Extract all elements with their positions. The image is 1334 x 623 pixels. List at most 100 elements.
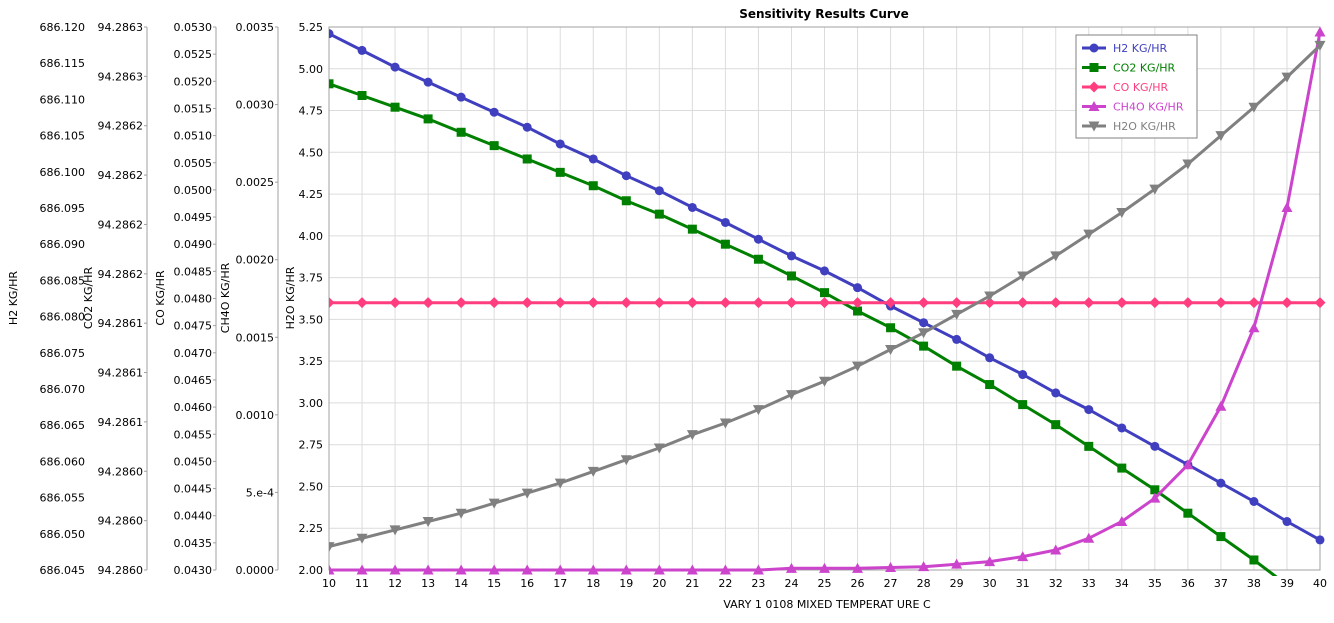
x-tick-label: 28 — [917, 577, 931, 590]
data-point — [588, 154, 598, 164]
data-point — [753, 234, 763, 244]
y-tick-label: 94.2861 — [98, 367, 144, 380]
data-point — [1249, 496, 1259, 506]
data-point — [786, 251, 796, 261]
data-point — [423, 77, 433, 87]
y-axis-title: H2 KG/HR — [7, 271, 20, 325]
y-axis-title: CH4O KG/HR — [219, 262, 232, 333]
x-tick-label: 32 — [1049, 577, 1063, 590]
legend-entry: CH4O KG/HR — [1082, 101, 1184, 114]
data-point — [356, 564, 368, 575]
y-tick-label: 94.2860 — [98, 465, 144, 478]
data-point — [456, 92, 466, 102]
data-point — [620, 455, 632, 466]
y-tick-label: 0.0525 — [174, 48, 213, 61]
data-point — [719, 297, 731, 309]
data-point — [853, 283, 863, 293]
data-point — [422, 297, 434, 309]
y-tick-label: 4.00 — [299, 230, 324, 243]
y-tick-label: 686.120 — [40, 21, 86, 34]
y-tick-label: 686.070 — [40, 383, 86, 396]
data-point — [554, 297, 566, 309]
data-point — [489, 141, 499, 151]
data-point — [554, 478, 566, 489]
data-point — [329, 29, 334, 39]
y-tick-label: 94.2861 — [98, 416, 144, 429]
data-point — [951, 297, 963, 309]
data-point — [1248, 322, 1260, 333]
data-point — [389, 564, 401, 575]
data-point — [422, 517, 434, 528]
data-point — [329, 564, 335, 575]
data-point — [984, 297, 996, 309]
x-tick-label: 11 — [355, 577, 369, 590]
x-tick-label: 15 — [487, 577, 501, 590]
y-tick-label: 686.045 — [40, 564, 86, 577]
x-tick-label: 22 — [718, 577, 732, 590]
y-tick-label: 0.0460 — [174, 401, 213, 414]
y-tick-label: 4.25 — [299, 188, 324, 201]
data-point — [918, 297, 930, 309]
y-tick-label: 0.0490 — [174, 238, 213, 251]
series-3 — [329, 297, 1326, 309]
data-point — [1150, 441, 1160, 451]
data-point — [1017, 271, 1029, 282]
y-tick-label: 94.2863 — [98, 70, 144, 83]
data-point — [1183, 508, 1193, 518]
data-point — [654, 209, 664, 219]
x-tick-label: 39 — [1280, 577, 1294, 590]
data-point — [390, 62, 400, 72]
data-point — [488, 297, 500, 309]
data-point — [1281, 201, 1293, 212]
legend-label: CO KG/HR — [1113, 81, 1169, 94]
y-tick-label: 2.25 — [299, 522, 324, 535]
data-point — [1017, 551, 1029, 562]
data-point — [1314, 297, 1326, 309]
x-tick-label: 16 — [520, 577, 534, 590]
data-point — [719, 564, 731, 575]
y-tick-label: 5.25 — [299, 21, 324, 34]
x-tick-label: 37 — [1214, 577, 1228, 590]
data-point — [356, 533, 368, 544]
data-point — [1182, 459, 1194, 470]
y-tick-label: 3.00 — [299, 397, 324, 410]
data-point — [752, 405, 764, 416]
data-point — [1084, 405, 1094, 415]
data-point — [951, 558, 963, 569]
data-point — [951, 309, 963, 320]
data-point — [621, 196, 631, 206]
y-tick-label: 0.0440 — [174, 510, 213, 523]
y-tick-label: 94.2862 — [98, 268, 144, 281]
chart-title: Sensitivity Results Curve — [739, 7, 909, 21]
y-tick-label: 0.0000 — [236, 564, 275, 577]
data-point — [1149, 492, 1161, 503]
y-axis-title: CO2 KG/HR — [82, 267, 95, 330]
data-point — [785, 297, 797, 309]
y-tick-label: 94.2860 — [98, 564, 144, 577]
data-point — [1083, 532, 1095, 543]
legend-label: CO2 KG/HR — [1113, 62, 1176, 75]
data-point — [422, 564, 434, 575]
data-point — [1314, 40, 1326, 51]
y-tick-label: 0.0435 — [174, 537, 213, 550]
x-tick-label: 21 — [685, 577, 699, 590]
y-axis-4: 0.0000 5.e-4 0.0010 0.0015 0.0020 0.0025 0.003… — [219, 21, 279, 577]
data-point — [785, 390, 797, 401]
data-point — [555, 167, 565, 177]
data-point — [329, 79, 334, 89]
y-axis-5: 2.00 2.25 2.50 2.75 3.00 3.25 3.50 3.75 4.00 4.25… — [284, 21, 323, 577]
y-tick-label: 0.0010 — [236, 409, 275, 422]
x-tick-label: 12 — [388, 577, 402, 590]
data-point — [1281, 72, 1293, 83]
legend-label: H2 KG/HR — [1113, 42, 1167, 55]
y-axis-title: CO KG/HR — [154, 270, 167, 326]
y-tick-label: 686.080 — [40, 311, 86, 324]
data-point — [1149, 184, 1161, 195]
y-tick-label: 94.2862 — [98, 120, 144, 133]
y-tick-label: 0.0470 — [174, 347, 213, 360]
data-point — [1248, 297, 1260, 309]
y-tick-label: 686.090 — [40, 238, 86, 251]
data-point — [1182, 297, 1194, 309]
y-tick-label: 0.0430 — [174, 564, 213, 577]
data-point — [455, 508, 467, 519]
